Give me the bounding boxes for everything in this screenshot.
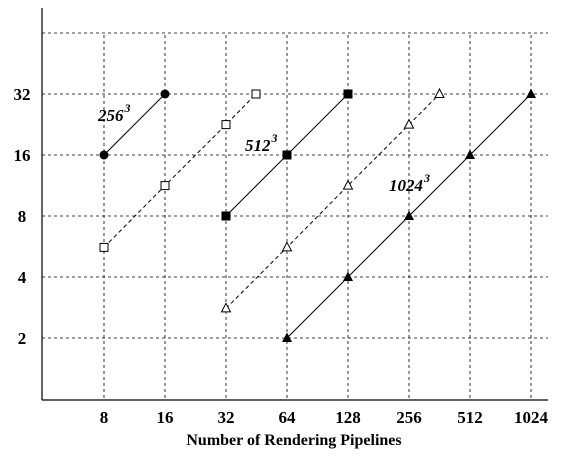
data-point [160,181,170,191]
data-point [251,89,261,99]
y-tick-label: 2 [18,329,27,348]
y-tick-label: 32 [14,85,31,104]
data-point [99,242,109,252]
series-label-512: 512 [245,136,271,155]
y-tick-label: 16 [14,146,31,165]
axes [41,8,548,401]
series-dashed-1 [99,89,261,252]
series-label-exponent: 3 [124,101,131,115]
data-point [221,211,231,221]
data-point [434,87,445,98]
series-label-1024: 1024 [389,176,423,195]
series-dashed-3 [220,87,445,313]
series-line [225,93,440,309]
series-256 [99,89,170,160]
x-tick-label: 16 [157,408,174,427]
data-point [343,271,353,281]
series-label-exponent: 3 [271,131,278,145]
grid [42,32,548,400]
data-point [221,120,231,130]
series-line [103,93,166,156]
x-tick-label: 32 [218,408,235,427]
data-point [403,118,415,129]
y-tick-label: 4 [18,268,27,287]
x-tick-label: 1024 [514,408,549,427]
data-point [342,179,354,190]
series-512 [221,89,353,221]
data-point [465,149,475,159]
data-point [160,89,170,99]
series-label-256: 256 [97,106,124,125]
series-line [103,93,257,248]
series-1024 [282,88,536,342]
data-point [526,88,536,98]
data-point [404,210,414,220]
x-tick-label: 512 [457,408,483,427]
data-point [220,302,232,313]
tick-labels: 8 16 32 64 128 256 512 1024 2 4 8 16 32 [14,85,549,427]
data-point [282,150,292,160]
x-tick-label: 128 [335,408,361,427]
x-tick-label: 256 [396,408,422,427]
data-point [281,241,293,252]
y-tick-label: 8 [18,207,27,226]
x-axis-title: Number of Rendering Pipelines [186,432,401,449]
series-label-exponent: 3 [423,171,430,185]
data-point [343,89,353,99]
data-point [99,150,109,160]
x-tick-label: 8 [100,408,109,427]
series [99,87,536,342]
x-tick-label: 64 [279,408,297,427]
data-point [282,332,292,342]
